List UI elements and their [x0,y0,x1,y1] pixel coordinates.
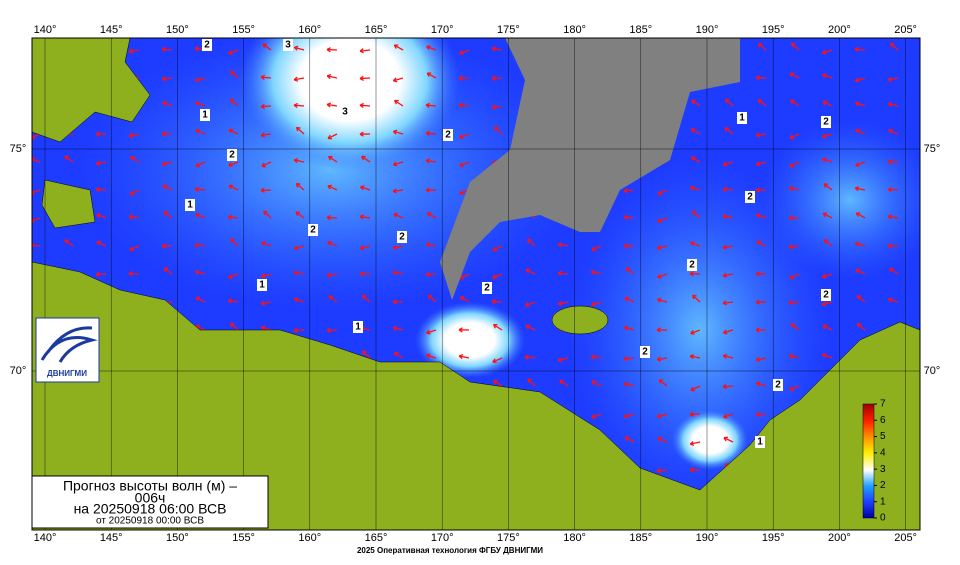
island [552,306,608,334]
colorbar-label: 4 [880,447,886,458]
logo-text: ДВНИГМИ [47,369,87,378]
contour-label: 2 [229,150,235,161]
contour-label: 1 [202,110,208,121]
contour-label: 1 [355,322,361,333]
lon-label: 155° [232,532,255,544]
lon-label: 165° [365,532,388,544]
contour-label: 2 [775,380,781,391]
contour-label: 2 [823,290,829,301]
lon-label: 205° [894,532,917,544]
colorbar-label: 6 [880,415,886,426]
map-area: 2 3 3 1 2 1 2 2 1 1 2 2 1 2 2 2 2 2 2 1 [30,0,940,530]
contour-label: 1 [739,113,745,124]
lon-label: 145° [100,24,123,36]
lat-label: 70° [10,365,27,377]
legend-valid: на 20250918 06:00 ВСВ [74,501,227,517]
contour-label: 2 [823,117,829,128]
contour-label: 2 [689,260,695,271]
lon-label: 140° [34,24,57,36]
lon-label: 200° [828,24,851,36]
lon-label: 170° [431,24,454,36]
contour-label: 1 [187,200,193,211]
lon-label: 155° [232,24,255,36]
lon-label: 175° [497,532,520,544]
colorbar-label: 1 [880,496,886,507]
contour-label: 3 [285,40,291,51]
lat-label: 75° [924,143,941,155]
contour-label: 2 [642,347,648,358]
lon-label: 205° [894,24,917,36]
lon-label: 190° [696,532,719,544]
contour-label: 2 [747,192,753,203]
lon-label: 145° [100,532,123,544]
colorbar-label: 0 [880,513,886,524]
lon-label: 180° [563,24,586,36]
contour-label: 3 [342,107,348,118]
contour-label: 1 [259,280,265,291]
colorbar-label: 7 [880,399,886,410]
lon-label: 195° [762,532,785,544]
contour-label: 2 [445,130,451,141]
lon-label: 190° [696,24,719,36]
lon-label: 185° [629,24,652,36]
lon-label: 180° [563,532,586,544]
contour-label: 2 [484,283,490,294]
lon-label: 150° [166,532,189,544]
colorbar-label: 5 [880,431,886,442]
legend: Прогноз высоты волн (м) – 006ч на 202509… [32,476,268,528]
lon-label: 185° [629,532,652,544]
lon-label: 165° [365,24,388,36]
footer: 2025 Оперативная технология ФГБУ ДВНИГМИ [357,546,543,555]
lon-label: 195° [762,24,785,36]
colorbar [863,404,874,518]
lon-label: 200° [828,532,851,544]
lat-label: 75° [10,143,27,155]
colorbar-label: 3 [880,464,886,475]
legend-issued: от 20250918 00:00 ВСВ [96,516,204,527]
contour-label: 2 [204,40,210,51]
colorbar-label: 2 [880,480,886,491]
lat-label: 70° [924,365,941,377]
contour-label: 2 [310,225,316,236]
logo: ДВНИГМИ [36,318,99,382]
lon-label: 150° [166,24,189,36]
lon-label: 160° [298,24,321,36]
lon-label: 175° [497,24,520,36]
lon-label: 160° [298,532,321,544]
lon-label: 170° [431,532,454,544]
lon-label: 140° [34,532,57,544]
contour-label: 1 [757,437,763,448]
wave-field [760,120,940,280]
contour-label: 2 [399,232,405,243]
